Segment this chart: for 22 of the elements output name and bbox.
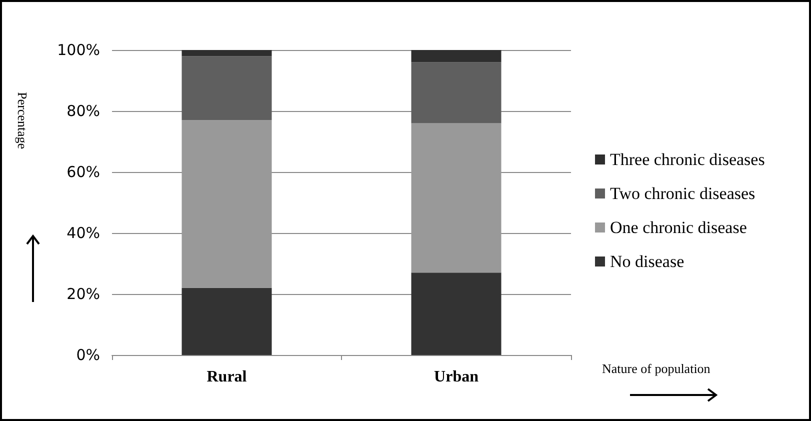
bar (182, 120, 272, 288)
y-tick-label: 0% (76, 346, 100, 364)
bar (182, 56, 272, 120)
y-axis-title: Percentage (15, 92, 30, 150)
y-tick-label: 40% (66, 224, 100, 242)
bar (411, 123, 502, 273)
y-tick-label: 100% (57, 41, 100, 59)
legend-label: Three chronic diseases (610, 150, 765, 169)
bar (411, 50, 502, 62)
x-axis-title: Nature of population (602, 361, 711, 376)
y-tick-label: 20% (66, 285, 100, 303)
legend-label: One chronic disease (610, 218, 747, 237)
legend-label: Two chronic diseases (610, 184, 756, 203)
x-tick-label: Rural (206, 368, 248, 386)
bar (182, 288, 272, 355)
bar (411, 62, 502, 124)
legend-label: No disease (610, 252, 684, 271)
bar (182, 50, 272, 56)
bar (411, 272, 502, 355)
x-tick-label: Urban (434, 368, 479, 386)
y-tick-label: 60% (66, 163, 100, 181)
y-tick-label: 80% (66, 102, 100, 120)
